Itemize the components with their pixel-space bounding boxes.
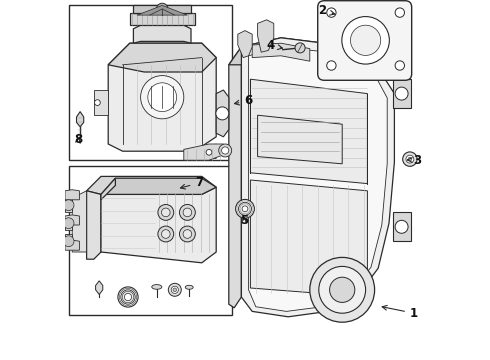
Text: 3: 3	[407, 154, 421, 167]
Polygon shape	[101, 187, 216, 263]
Polygon shape	[184, 144, 223, 160]
Text: 2: 2	[318, 4, 335, 17]
Ellipse shape	[152, 284, 162, 289]
Text: 8: 8	[74, 133, 83, 146]
Bar	[69, 166, 232, 315]
Polygon shape	[392, 212, 411, 241]
Circle shape	[158, 204, 174, 220]
Circle shape	[141, 76, 184, 119]
Polygon shape	[238, 31, 252, 58]
Polygon shape	[72, 191, 87, 252]
Circle shape	[310, 257, 374, 322]
Circle shape	[242, 206, 248, 212]
Polygon shape	[87, 191, 101, 259]
Polygon shape	[252, 43, 310, 61]
Polygon shape	[248, 47, 387, 311]
Polygon shape	[229, 38, 378, 83]
Text: 6: 6	[235, 94, 252, 107]
Circle shape	[403, 152, 417, 166]
Polygon shape	[65, 234, 72, 248]
Polygon shape	[258, 20, 274, 52]
Circle shape	[156, 3, 168, 15]
Circle shape	[395, 61, 404, 70]
Circle shape	[236, 199, 254, 218]
Polygon shape	[137, 5, 187, 15]
Circle shape	[162, 208, 170, 217]
Polygon shape	[242, 38, 394, 317]
Polygon shape	[94, 90, 108, 115]
Polygon shape	[250, 79, 368, 184]
Polygon shape	[216, 90, 229, 137]
Polygon shape	[202, 144, 216, 160]
Text: 5: 5	[240, 214, 248, 227]
Circle shape	[239, 202, 251, 215]
Polygon shape	[130, 13, 195, 25]
Polygon shape	[65, 216, 72, 230]
Bar	[69, 5, 232, 160]
Polygon shape	[108, 43, 216, 151]
Circle shape	[121, 290, 135, 304]
Polygon shape	[133, 5, 191, 13]
Circle shape	[148, 83, 176, 112]
Text: 4: 4	[267, 39, 282, 52]
Polygon shape	[133, 25, 191, 43]
Circle shape	[395, 8, 404, 17]
Circle shape	[342, 17, 390, 64]
Polygon shape	[65, 240, 79, 250]
Circle shape	[219, 144, 232, 157]
Polygon shape	[65, 215, 79, 225]
Circle shape	[206, 149, 212, 155]
Polygon shape	[76, 112, 84, 127]
Circle shape	[63, 236, 74, 247]
Ellipse shape	[185, 285, 193, 289]
Circle shape	[319, 266, 366, 313]
Circle shape	[169, 283, 181, 296]
Polygon shape	[108, 43, 216, 72]
FancyBboxPatch shape	[318, 1, 412, 80]
Circle shape	[63, 218, 74, 229]
Circle shape	[330, 277, 355, 302]
Polygon shape	[65, 190, 79, 200]
Circle shape	[179, 226, 196, 242]
Circle shape	[327, 8, 336, 17]
Circle shape	[221, 147, 229, 154]
Circle shape	[327, 61, 336, 70]
Circle shape	[183, 230, 192, 238]
Circle shape	[408, 157, 412, 161]
Circle shape	[173, 288, 176, 292]
Circle shape	[118, 287, 138, 307]
Circle shape	[179, 204, 196, 220]
Polygon shape	[392, 79, 411, 108]
Polygon shape	[101, 178, 116, 200]
Circle shape	[158, 226, 174, 242]
Circle shape	[162, 230, 170, 238]
Polygon shape	[101, 178, 216, 194]
Circle shape	[183, 208, 192, 217]
Circle shape	[171, 286, 178, 293]
Circle shape	[295, 43, 305, 53]
Polygon shape	[96, 281, 103, 294]
Circle shape	[395, 87, 408, 100]
Text: 7: 7	[180, 176, 203, 189]
Polygon shape	[65, 198, 72, 212]
Polygon shape	[229, 47, 242, 308]
Text: 1: 1	[382, 305, 418, 320]
Circle shape	[350, 25, 381, 55]
Circle shape	[216, 107, 229, 120]
Circle shape	[395, 220, 408, 233]
Polygon shape	[258, 115, 342, 164]
Polygon shape	[87, 176, 216, 194]
Circle shape	[406, 155, 414, 163]
Polygon shape	[250, 180, 368, 297]
Circle shape	[124, 293, 132, 301]
Circle shape	[95, 100, 100, 105]
Circle shape	[63, 200, 74, 211]
